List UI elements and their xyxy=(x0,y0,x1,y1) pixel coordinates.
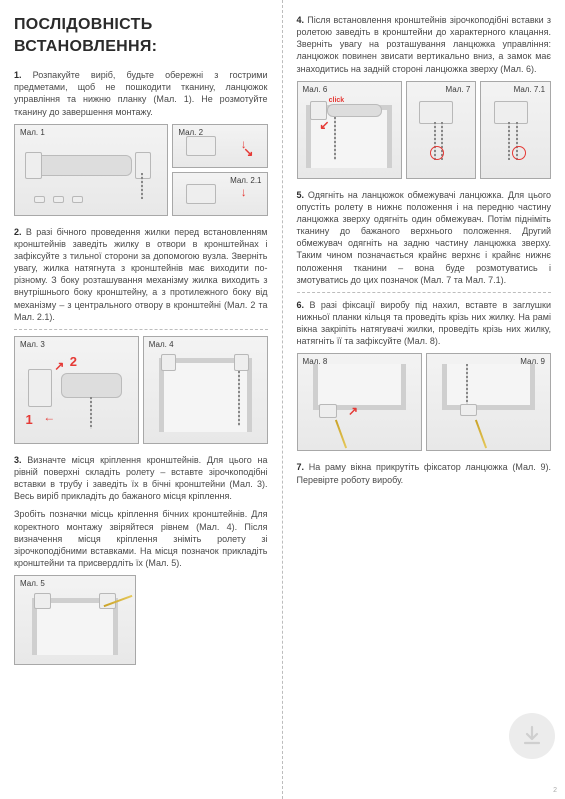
figure-7-1: Мал. 7.1 xyxy=(480,81,551,179)
fig9-illustration xyxy=(433,364,544,441)
figure-9: Мал. 9 xyxy=(426,353,551,451)
fig-row-5: Мал. 8 ↗ Мал. 9 xyxy=(297,353,552,451)
page-number: 2 xyxy=(553,786,557,795)
fig-row-3: Мал. 5 xyxy=(14,575,268,665)
click-label: click xyxy=(329,96,345,105)
fig71-illustration xyxy=(485,91,547,168)
step-3-body: Визначте місця кріплення кронштейнів. Дл… xyxy=(14,455,268,501)
divider-1 xyxy=(14,329,268,330)
step-4-body: Після встановлення кронштейнів зірочкопо… xyxy=(297,15,552,74)
fig1-label: Мал. 1 xyxy=(20,128,45,139)
fig5-label: Мал. 5 xyxy=(20,579,45,590)
step-7-body: На раму вікна прикрутіть фіксатор ланцюж… xyxy=(297,462,552,484)
figure-1: Мал. 1 xyxy=(14,124,168,216)
step-2-body: В разі бічного проведення жилки перед вс… xyxy=(14,227,268,322)
step-5-text: 5. Одягніть на ланцюжок обмежувачі ланцю… xyxy=(297,189,552,286)
figure-4: Мал. 4 xyxy=(143,336,268,444)
fig3-label: Мал. 3 xyxy=(20,340,45,351)
figure-2-1: Мал. 2.1 ↓ xyxy=(172,172,267,216)
figure-2: Мал. 2 ↓ ↘ xyxy=(172,124,267,168)
fig-row-1: Мал. 1 Мал. 2 ↓ ↘ xyxy=(14,124,268,216)
download-arrow-icon xyxy=(520,724,544,748)
step-7-text: 7. На раму вікна прикрутіть фіксатор лан… xyxy=(297,461,552,485)
fig8-illustration: ↗ xyxy=(304,364,415,441)
step-6-text: 6. В разі фіксації виробу під нахил, вст… xyxy=(297,299,552,348)
fig6-illustration: click ↙ xyxy=(303,91,396,168)
step-3-text: 3. Визначте місця кріплення кронштейнів.… xyxy=(14,454,268,503)
step-4-text: 4. Після встановлення кронштейнів зірочк… xyxy=(297,14,552,75)
fig2-label: Мал. 2 xyxy=(178,128,203,139)
page: ПОСЛІДОВНІСТЬ ВСТАНОВЛЕННЯ: 1. Розпакуйт… xyxy=(0,0,565,799)
right-column: 4. Після встановлення кронштейнів зірочк… xyxy=(283,0,565,799)
fig3-illustration: ↗ 2 ← 1 xyxy=(21,347,131,432)
left-column: ПОСЛІДОВНІСТЬ ВСТАНОВЛЕННЯ: 1. Розпакуйт… xyxy=(0,0,283,799)
fig1-illustration xyxy=(23,134,160,206)
page-title: ПОСЛІДОВНІСТЬ ВСТАНОВЛЕННЯ: xyxy=(14,14,268,57)
fig7-illustration xyxy=(410,91,472,168)
fig8-label: Мал. 8 xyxy=(303,357,328,368)
figure-8: Мал. 8 ↗ xyxy=(297,353,422,451)
step-1-body: Розпакуйте виріб, будьте обережні з гост… xyxy=(14,70,268,116)
watermark-icon xyxy=(509,713,555,759)
fig71-label: Мал. 7.1 xyxy=(514,85,545,96)
step-1-text: 1. Розпакуйте виріб, будьте обережні з г… xyxy=(14,69,268,118)
fig4-illustration xyxy=(150,347,260,432)
fig-row-4: Мал. 6 click ↙ Мал. 7 xyxy=(297,81,552,179)
step-6-body: В разі фіксації виробу під нахил, вставт… xyxy=(297,300,552,346)
figure-6: Мал. 6 click ↙ xyxy=(297,81,402,179)
figure-5: Мал. 5 xyxy=(14,575,136,665)
figure-7: Мал. 7 xyxy=(406,81,477,179)
figure-3: Мал. 3 ↗ 2 ← 1 xyxy=(14,336,139,444)
fig6-label: Мал. 6 xyxy=(303,85,328,96)
fig7-label: Мал. 7 xyxy=(446,85,471,96)
fig5-illustration xyxy=(21,585,129,655)
fig4-label: Мал. 4 xyxy=(149,340,174,351)
fig21-label: Мал. 2.1 xyxy=(230,176,261,187)
divider-2 xyxy=(297,292,552,293)
fig-row-2: Мал. 3 ↗ 2 ← 1 Мал. 4 xyxy=(14,336,268,444)
fig9-label: Мал. 9 xyxy=(520,357,545,368)
step-3b-text: Зробіть позначки місць кріплення бічних … xyxy=(14,508,268,569)
step-5-body: Одягніть на ланцюжок обмежувачі ланцюжка… xyxy=(297,190,552,285)
step-2-text: 2. В разі бічного проведення жилки перед… xyxy=(14,226,268,323)
